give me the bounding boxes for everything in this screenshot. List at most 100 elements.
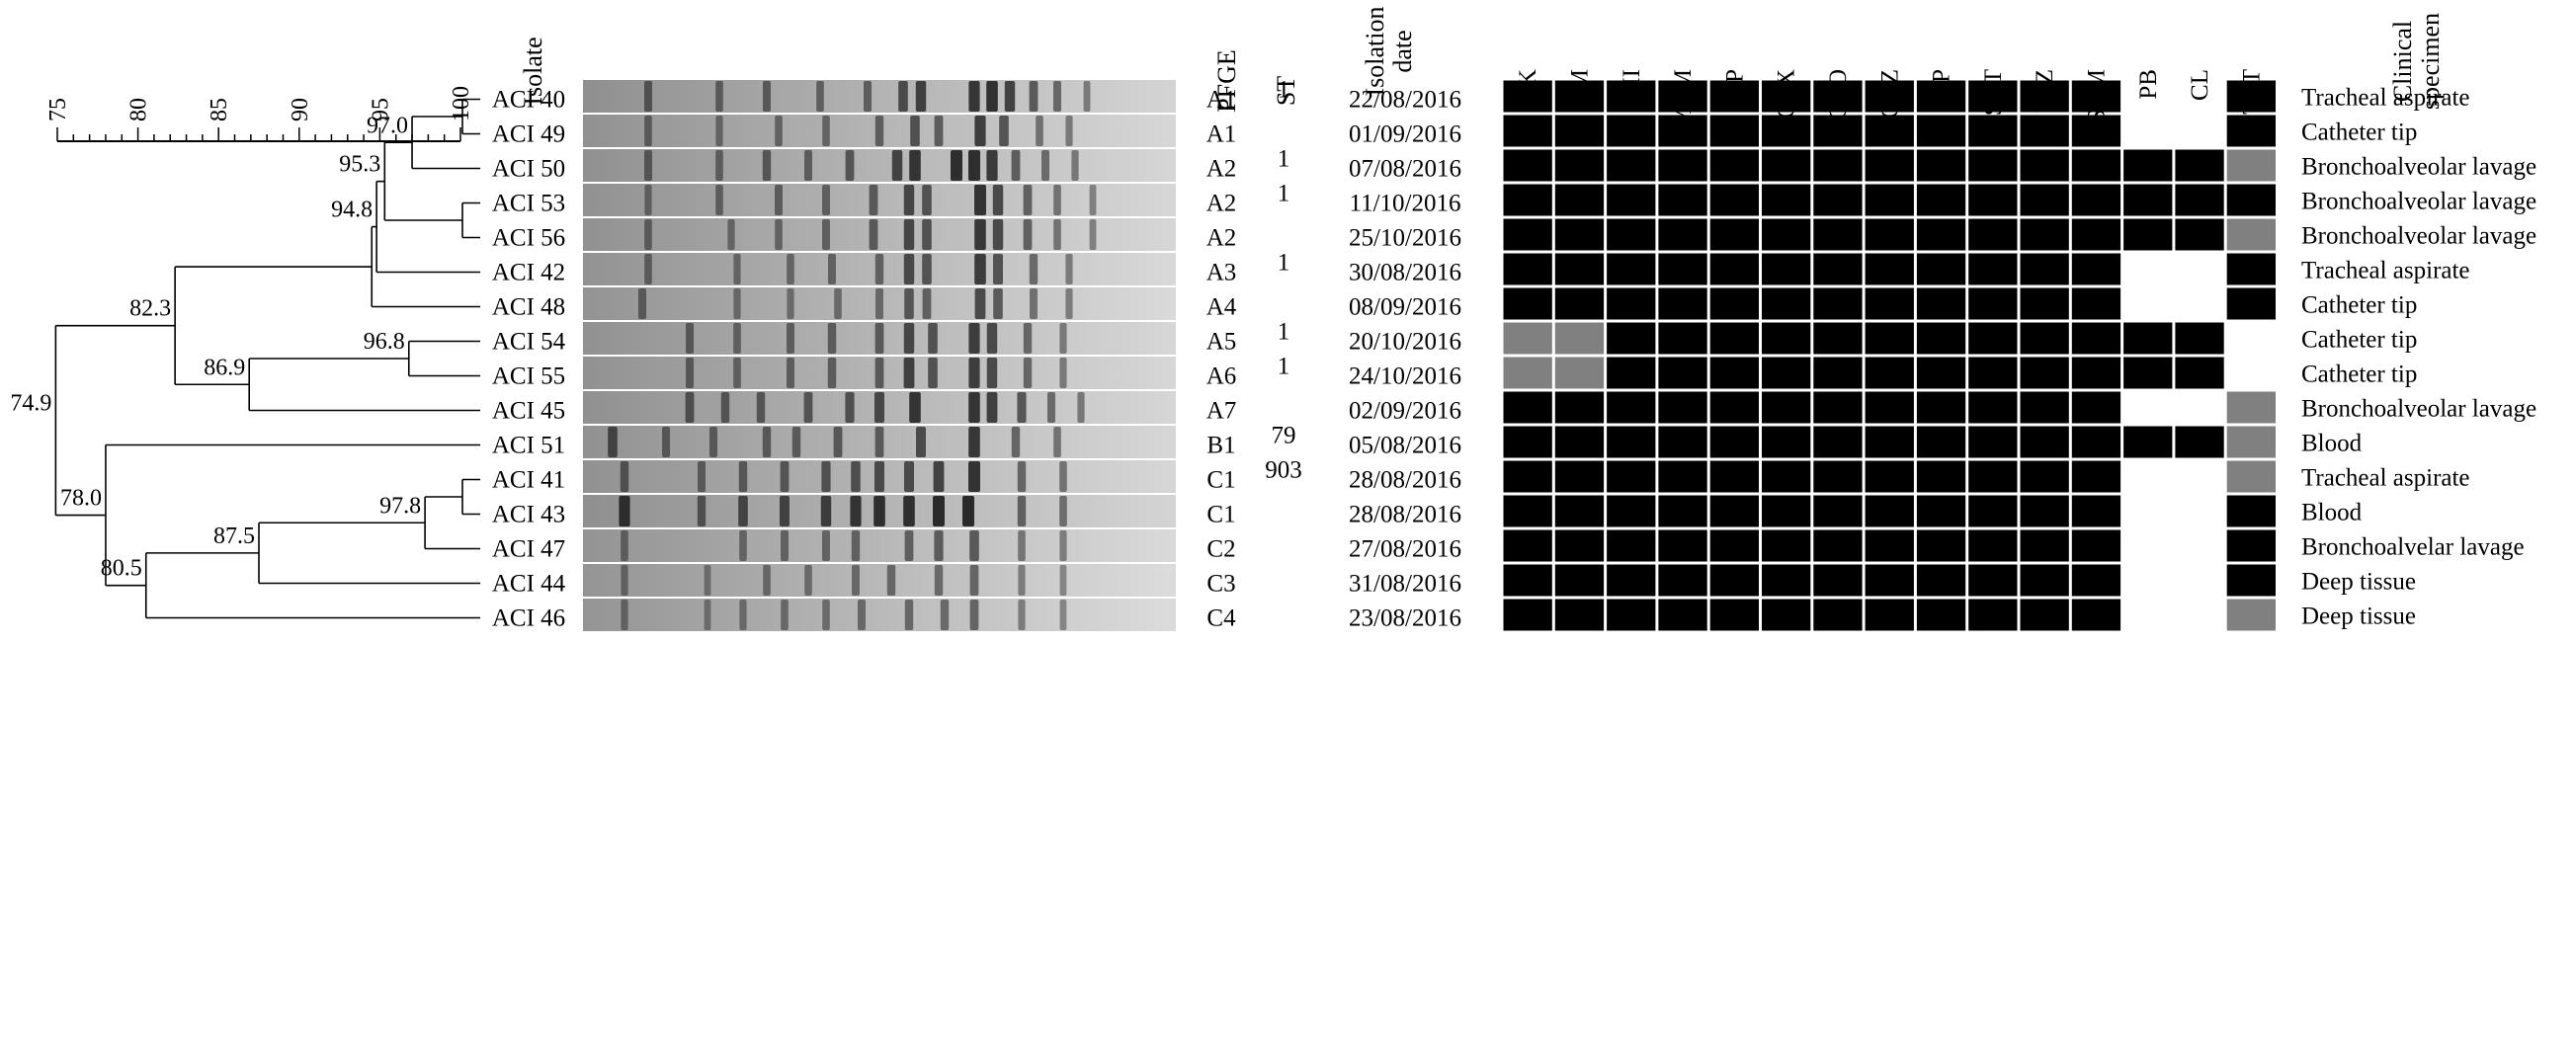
resistance-cell (1503, 599, 1552, 631)
resistance-cell (1813, 426, 1863, 458)
gel-band (1053, 219, 1061, 250)
resistance-cell (1554, 184, 1605, 216)
isolate-name: ACI 48 (492, 294, 565, 321)
gel-band (803, 392, 813, 423)
gel-band (986, 150, 998, 181)
dendrogram: 97.0 95.3 94.8 96.8 86.9 82.3 97.8 87.5 80.5 78.0… (10, 98, 480, 619)
gel-band (968, 150, 980, 181)
resistance-cell (1968, 391, 2018, 424)
clinical-specimen: Bronchoalveolar lavage (2301, 154, 2536, 181)
clinical-specimen: Tracheal aspirate (2301, 465, 2470, 492)
resistance-cell (2020, 391, 2069, 424)
clinical-specimen: Blood (2301, 500, 2363, 526)
resistance-cell (2226, 218, 2276, 251)
resistance-cell (2071, 149, 2121, 182)
gel-band (986, 81, 998, 112)
gel-band (1059, 565, 1067, 596)
gel-lane (583, 460, 1176, 493)
gel-band (1023, 358, 1033, 388)
gel-band (903, 496, 915, 526)
resistance-cell (1658, 80, 1707, 113)
resistance-cell (2020, 495, 2069, 527)
resistance-cell (1709, 391, 1759, 424)
gel-band (874, 461, 884, 492)
pfge-type: A2 (1206, 156, 1237, 183)
gel-band (822, 600, 830, 630)
resistance-cell (1554, 391, 1605, 424)
gel-band (791, 427, 801, 457)
gel-band (1023, 323, 1033, 354)
sequence-type: 79 (1272, 423, 1296, 449)
resistance-cell (1607, 391, 1656, 424)
resistance-cell (1607, 184, 1656, 216)
resistance-cell (2226, 80, 2276, 113)
gel-band (1018, 600, 1026, 630)
gel-lane-shade (583, 149, 1176, 182)
gel-band (992, 185, 1004, 215)
gel-band (874, 116, 884, 146)
gel-band (922, 219, 932, 250)
resistance-cell (2071, 599, 2121, 631)
gel-lane (583, 184, 1176, 216)
resistance-cell (1968, 495, 2018, 527)
gel-band (986, 358, 998, 388)
resistance-cell (1709, 253, 1759, 285)
resistance-cell (2020, 253, 2069, 285)
resistance-cell (1658, 599, 1707, 631)
gel-band (822, 219, 830, 250)
node-similarity-label: 78.0 (60, 486, 102, 512)
resistance-cell (1762, 115, 1811, 147)
isolate-name: ACI 43 (492, 502, 565, 528)
gel-band (828, 254, 836, 284)
clinical-specimen: Blood (2301, 431, 2363, 457)
gel-lane-background (583, 184, 1176, 216)
gel-band (1071, 150, 1079, 181)
gel-band (851, 461, 861, 492)
resistance-cell (1658, 564, 1707, 597)
gel-band (644, 150, 652, 181)
gel-band (738, 496, 748, 526)
pfge-type: A2 (1206, 191, 1237, 217)
resistance-cell (2226, 426, 2276, 458)
gel-band (662, 427, 670, 457)
scale-tick-label: 85 (207, 98, 232, 121)
resistance-cell (2123, 322, 2173, 355)
resistance-cell (1709, 80, 1759, 113)
gel-band (715, 81, 723, 112)
gel-band (1053, 427, 1061, 457)
resistance-cell (1709, 564, 1759, 597)
resistance-cell (1813, 149, 1863, 182)
resistance-cell (1865, 357, 1914, 389)
isolate-row: ACI 50 A2 1 07/08/2016 Bronchoalveolar lavag… (492, 146, 2536, 183)
isolate-row: ACI 56 A2 25/10/2016 Bronchoalveolar lavage (492, 223, 2536, 252)
clinical-specimen: Catheter tip (2301, 327, 2417, 354)
resistance-cell (1658, 495, 1707, 527)
gel-band (787, 288, 794, 319)
pfge-type: A1 (1206, 121, 1237, 148)
clinical-specimen: Tracheal aspirate (2301, 85, 2470, 112)
resistance-cell (1709, 115, 1759, 147)
resistance-cell (1813, 322, 1863, 355)
gel-band (827, 358, 837, 388)
resistance-cell (1916, 529, 1966, 562)
resistance-cell (1762, 495, 1811, 527)
resistance-cell (1607, 218, 1656, 251)
clinical-specimen: Catheter tip (2301, 362, 2417, 388)
st-header: ST (1272, 76, 1300, 106)
resistance-cell (1813, 287, 1863, 320)
isolation-date: 05/08/2016 (1349, 433, 1461, 459)
gel-band (904, 461, 914, 492)
gel-band (715, 116, 723, 146)
pfge-type: A5 (1206, 329, 1237, 356)
sequence-type: 1 (1278, 319, 1290, 346)
gel-band (999, 116, 1009, 146)
resistance-cell (1865, 253, 1914, 285)
resistance-cell (1762, 80, 1811, 113)
resistance-cell (1968, 322, 2018, 355)
resistance-cell (1916, 322, 1966, 355)
gel-band (775, 185, 783, 215)
resistance-cell (2071, 80, 2121, 113)
resistance-cell (2071, 322, 2121, 355)
resistance-cell (1554, 149, 1605, 182)
resistance-cell (2123, 218, 2173, 251)
